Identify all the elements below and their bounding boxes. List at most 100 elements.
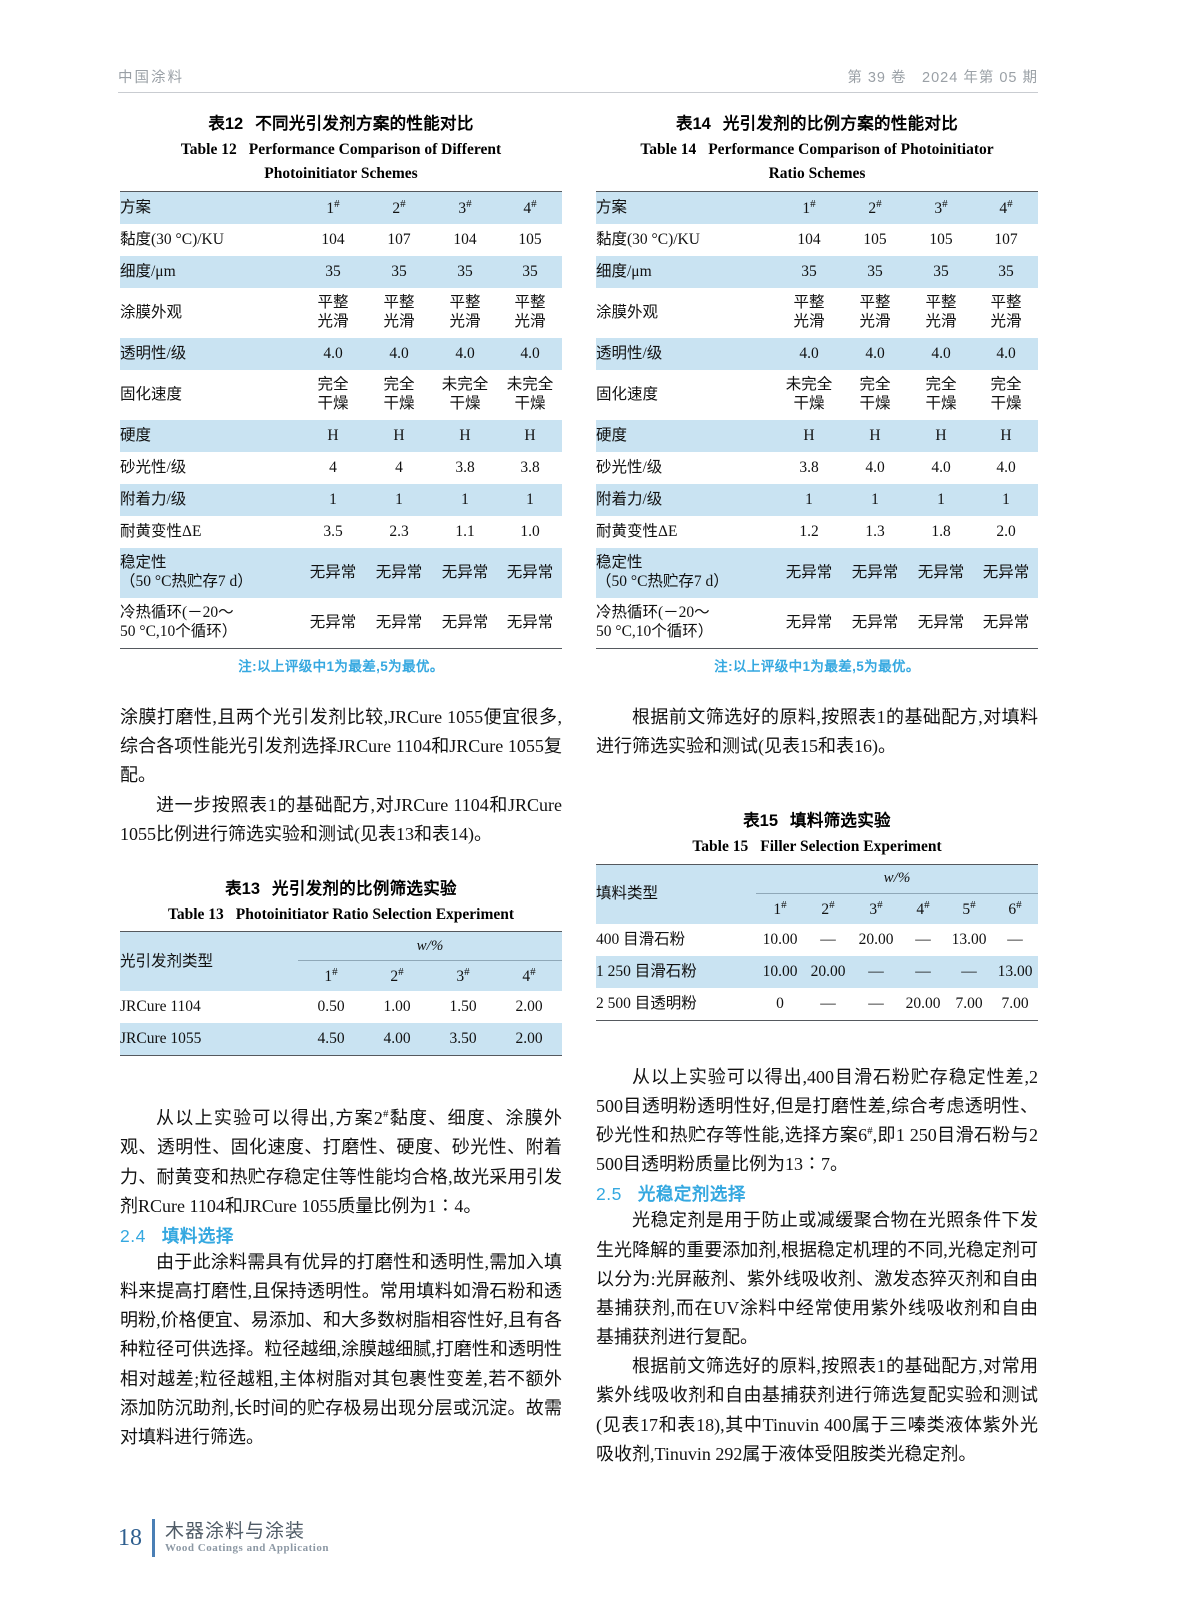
table-14-note: 注:以上评级中1为最差,5为最优。 [714,659,920,675]
row-value: 3.5 [323,523,343,541]
table-15-corner-label: 填料类型 [596,885,659,903]
row-value: 1.2 [799,523,819,541]
row-label: JRCure 1055 [120,1030,202,1048]
row-value: 13.00 [951,930,987,948]
row-value: 4.0 [323,345,343,363]
row-label: 涂膜外观 [120,304,183,322]
table-14-body: 黏度(30 °C)/KU 104 105 105 107 细度/μm 35 35 35 35 涂膜外… [596,224,1038,649]
footer-title-cn: 木器涂料与涂装 [165,1521,306,1543]
row-value: 1.8 [931,523,951,541]
row-value: 1 [805,491,813,509]
row-value: — [1007,930,1023,948]
table-row: 固化速度 未完全 干燥 完全 干燥 完全 干燥 完全 干燥 [596,370,1038,420]
table-row: 黏度(30 °C)/KU 104 107 104 105 [120,224,562,256]
table-row-header: 方案 1# 2# 3# 4# [120,191,562,225]
row-value: 1 [461,491,469,509]
table-12-caption: 表12 不同光引发剂方案的性能对比 Table 12 Performance Com… [120,112,562,187]
row-label: 2 500 目透明粉 [596,994,697,1012]
table-13-num-cn: 表13 [225,879,261,898]
table-14-header-3: 3# [934,198,948,218]
row-value: 完全 干燥 [859,376,891,413]
row-value: 4.0 [996,345,1016,363]
row-label: 硬度 [120,427,152,445]
table-row: 透明性/级 4.0 4.0 4.0 4.0 [596,338,1038,371]
table-row: 涂膜外观 平整 光滑 平整 光滑 平整 光滑 平整 光滑 [120,288,562,338]
row-value: 1 [871,491,879,509]
running-head: 中国涂料 第 39 卷 2024 年第 05 期 [118,66,1038,98]
row-value: 1.00 [383,998,411,1016]
table-row-header-group: 填料类型 w/% [596,864,1038,902]
row-value: 105 [518,231,542,249]
table-15-subheader-4: 4# [916,898,930,918]
row-value: 无异常 [309,564,357,582]
table-15-subheader-3: 3# [869,898,883,918]
issue-info: 第 39 卷 2024 年第 05 期 [847,70,1038,86]
row-value: 平整 光滑 [859,294,891,331]
row-value: 平整 光滑 [990,294,1022,331]
row-value: 无异常 [851,614,899,632]
row-value: 7.00 [1001,994,1029,1012]
row-label: 稳定性 （50 °C热贮存7 d） [120,554,253,591]
row-value: 4.0 [455,345,475,363]
row-value: 4.0 [865,345,885,363]
table-13-body: JRCure 1104 0.50 1.00 1.50 2.00 JRCure 1055 4.… [120,991,562,1056]
row-value: H [459,427,471,445]
table-12-header-2: 2# [392,198,406,218]
row-value: H [935,427,947,445]
table-row: 黏度(30 °C)/KU 104 105 105 107 [596,224,1038,256]
table-14-header-scheme: 方案 [596,199,628,217]
row-value: 未完全 干燥 [441,376,489,413]
row-value: 平整 光滑 [793,294,825,331]
table-row: 细度/μm 35 35 35 35 [596,256,1038,289]
row-value: 1.0 [520,523,540,541]
row-value: 1 [937,491,945,509]
row-value: 无异常 [506,614,554,632]
row-label: 稳定性 （50 °C热贮存7 d） [596,554,729,591]
row-label: 砂光性/级 [596,459,663,477]
row-value: 无异常 [309,614,357,632]
row-value: 104 [321,231,345,249]
row-value: H [869,427,881,445]
row-value: — [915,962,931,980]
table-14-num-en: Table 14 [640,140,697,158]
section-heading-2-5: 2.5 光稳定剂选择 [596,1181,1038,1206]
table-row: 硬度 H H H H [596,420,1038,453]
table-15-subheader-5: 5# [962,898,976,918]
row-value: 105 [929,231,953,249]
row-label: 砂光性/级 [120,459,187,477]
row-value: 35 [867,263,883,281]
table-13-corner-label: 光引发剂类型 [120,952,214,970]
row-value: 104 [453,231,477,249]
table-row: 砂光性/级 4 4 3.8 3.8 [120,452,562,484]
table-12-header-3: 3# [458,198,472,218]
row-value: 0 [776,994,784,1012]
row-value: — [868,962,884,980]
row-value: 2.00 [515,1030,543,1048]
row-value: 104 [797,231,821,249]
table-12-caption-en-l2: Photoinitiator Schemes [264,165,418,183]
row-value: 无异常 [441,614,489,632]
row-value: 35 [391,263,407,281]
row-label: JRCure 1104 [120,998,201,1016]
row-value: 4.0 [996,459,1016,477]
row-label: 黏度(30 °C)/KU [596,231,700,249]
row-value: 平整 光滑 [317,294,349,331]
left-para-1: 涂膜打磨性,且两个光引发剂比较,JRCure 1055便宜很多,综合各项性能光引… [120,707,562,786]
table-15-num-en: Table 15 [692,838,749,856]
row-value: 完全 干燥 [990,376,1022,413]
row-value: 7.00 [955,994,983,1012]
row-value: 20.00 [810,962,846,980]
table-row: 附着力/级 1 1 1 1 [596,484,1038,517]
table-13-caption-cn: 表13 光引发剂的比例筛选实验 [120,877,562,903]
row-value: H [1000,427,1012,445]
table-13-caption: 表13 光引发剂的比例筛选实验 Table 13 Photoinitiator Ra… [120,877,562,927]
table-12-header-4: 4# [523,198,537,218]
page-number: 18 [118,1524,142,1551]
row-value: 完全 干燥 [383,376,415,413]
row-value: 平整 光滑 [449,294,481,331]
right-para-1: 根据前文筛选好的原料,按照表1的基础配方,对填料进行筛选实验和测试(见表15和表… [596,707,1038,757]
page-footer: 18 木器涂料与涂装 Wood Coatings and Application [118,1516,329,1560]
table-14-title-en-l1: Performance Comparison of Photoinitiator [708,140,994,158]
row-value: 1 [329,491,337,509]
